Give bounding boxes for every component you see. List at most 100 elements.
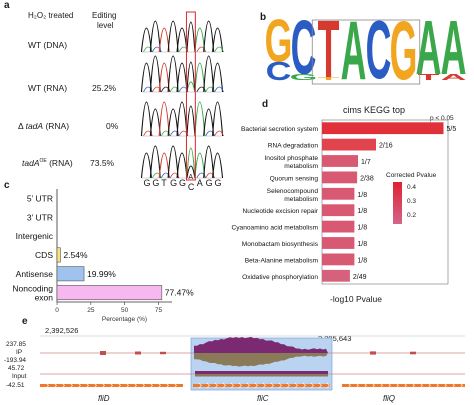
- logo-minor-letter: A: [441, 72, 467, 82]
- panel-a-row-label-tadaoe: tadAOE (RNA): [22, 158, 73, 168]
- input-reverse-coverage: [195, 374, 328, 377]
- d-category-label: Cyanoamino acid metabolism: [232, 225, 319, 232]
- d-bar-label: 5/5: [447, 126, 457, 133]
- strand-arrow: [101, 382, 105, 389]
- c-x-axis-label: Percentage (%): [102, 316, 147, 323]
- trace-peak: [212, 27, 224, 53]
- trace-minor-peak: [151, 46, 162, 53]
- d-category-label: Nucleotide excision repair: [243, 208, 319, 215]
- sequence-base: G: [179, 178, 187, 188]
- logo-minor-letter: C: [266, 57, 292, 86]
- panel-d-label: d: [262, 99, 269, 110]
- strand-arrow: [61, 382, 65, 389]
- trace-minor-peak: [205, 172, 216, 179]
- c-bar: [56, 247, 61, 263]
- c-x-tick-label: 75: [155, 307, 163, 314]
- panel-a-header-level: level: [97, 21, 114, 30]
- trace-minor-peak: [205, 86, 216, 93]
- trace-peak: [167, 145, 179, 179]
- c-category-label: Intergenic: [16, 231, 54, 241]
- strand-arrow: [379, 382, 383, 389]
- strand-arrow: [93, 382, 97, 389]
- trace-minor-peak: [196, 86, 207, 93]
- sequence-base: T: [161, 178, 167, 188]
- c-value-label: 77.47%: [165, 288, 194, 298]
- strand-arrow: [371, 382, 375, 389]
- strand-arrow: [318, 382, 322, 389]
- trace-peak: [167, 20, 179, 53]
- logo-letter: A: [441, 5, 467, 91]
- coord-right: 2,395,643: [318, 334, 352, 343]
- c-category-label: Noncoding exon: [12, 284, 53, 303]
- c-bar: [56, 266, 85, 282]
- trace-peak: [149, 145, 161, 179]
- d-bar-label: 2/16: [379, 143, 393, 150]
- trace-peak-reference: [186, 165, 196, 179]
- trace-peak: [203, 145, 215, 179]
- ip-small-peak: [370, 351, 376, 355]
- trace-minor-peak: [196, 172, 207, 179]
- strand-arrow: [69, 382, 73, 389]
- trace-minor-peak: [196, 46, 207, 53]
- strand-arrow: [278, 382, 282, 389]
- d-bar: [322, 171, 358, 184]
- c-category-label: 3’ UTR: [27, 212, 53, 222]
- logo-letter: A: [341, 3, 367, 97]
- ip-small-peak: [100, 351, 106, 355]
- trace-peak-reference: [186, 21, 196, 53]
- ip-reverse-coverage: [194, 353, 328, 367]
- strand-arrow: [286, 382, 290, 389]
- legend-title: Corrected Pvalue: [386, 172, 437, 179]
- trace-peak: [149, 55, 161, 93]
- strand-arrow: [157, 382, 161, 389]
- strand-arrow: [302, 382, 306, 389]
- trace-peak: [212, 62, 224, 93]
- trace-peak: [212, 152, 224, 179]
- d-category-label: Inositol phosphate metabolism: [264, 155, 318, 170]
- trace-minor-peak: [169, 172, 180, 179]
- ip-small-peak: [135, 351, 141, 355]
- tada-oe-gene: tadA: [22, 158, 40, 168]
- d-category-label: Monobactam biosynthesis: [242, 241, 319, 248]
- strand-arrow: [238, 382, 242, 389]
- panel-a-level-wt-rna: 25.2%: [92, 83, 117, 93]
- sequence-base: A: [196, 178, 203, 188]
- d-bar-label: 1/8: [357, 257, 367, 264]
- strand-arrow: [427, 382, 431, 389]
- d-bar: [322, 253, 355, 266]
- strand-arrow: [45, 382, 49, 389]
- trace-peak: [203, 55, 215, 93]
- trace-minor-peak: [160, 86, 171, 93]
- strand-arrow: [419, 382, 423, 389]
- logo-letter: G: [390, 3, 418, 97]
- trace-minor-peak: [169, 86, 180, 93]
- trace-peak-reference: [186, 61, 196, 93]
- strand-arrow: [133, 382, 137, 389]
- ip-forward-coverage: [194, 336, 328, 353]
- delta-symbol: Δ: [18, 121, 26, 131]
- c-category-label: 5’ UTR: [27, 193, 53, 203]
- trace-peak-reference: [186, 105, 196, 137]
- gene-label-flid: fliD: [98, 394, 110, 403]
- trace-minor-peak: [151, 86, 162, 93]
- panel-e-label: e: [22, 316, 28, 327]
- strand-arrow: [117, 382, 121, 389]
- strand-arrow: [53, 382, 57, 389]
- kegg-chart-title: cims KEGG top: [343, 105, 406, 115]
- strand-arrow: [451, 382, 455, 389]
- c-x-tick-label: 0: [55, 307, 59, 314]
- logo-minor-letter: T: [318, 76, 340, 81]
- panel-a-level-tadaoe: 73.5%: [90, 158, 115, 168]
- strand-arrow: [355, 382, 359, 389]
- strand-arrow: [443, 382, 447, 389]
- strand-arrow: [85, 382, 89, 389]
- tada-gene: tadA: [25, 121, 44, 131]
- strand-arrow: [254, 382, 258, 389]
- d-bar: [322, 138, 376, 151]
- d-bar: [322, 187, 355, 200]
- logo-letter: C: [366, 3, 392, 97]
- panel-a-row-label-wt-dna: WT (DNA): [28, 40, 68, 50]
